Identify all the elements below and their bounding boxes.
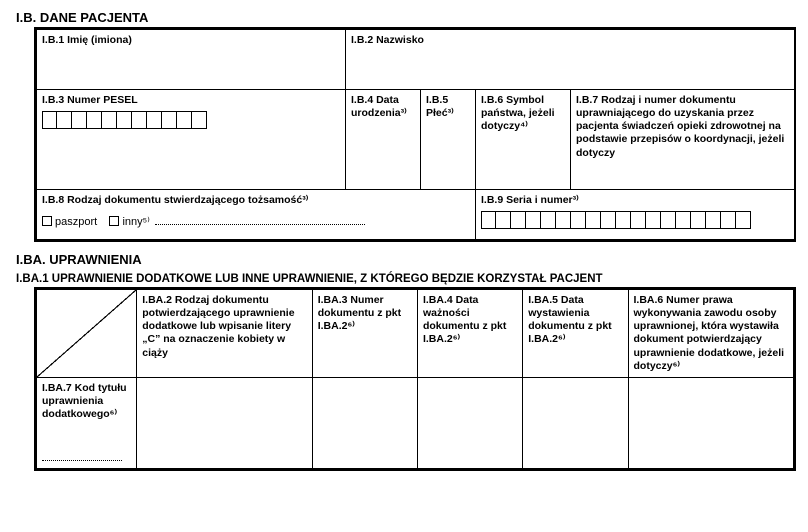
cell-iba4-val[interactable] [417, 377, 522, 468]
label-ib2: I.B.2 Nazwisko [351, 34, 790, 47]
iba-sub: I.BA.1 UPRAWNIENIE DODATKOWE LUB INNE UP… [16, 273, 796, 285]
label-iba6: I.BA.6 Numer prawa wykonywania zawodu os… [634, 294, 789, 373]
cell-iba3-val[interactable] [312, 377, 417, 468]
cell-iba6-val[interactable] [628, 377, 794, 468]
iba-title: I.BA. UPRAWNIENIA [16, 252, 796, 267]
cell-diag [37, 290, 137, 378]
pesel-boxes[interactable] [42, 111, 207, 129]
cell-ib5[interactable]: I.B.5 Płeć³⁾ [421, 90, 476, 190]
opt-inny: inny⁵⁾ [122, 216, 149, 228]
ib8-options: paszport inny⁵⁾ [42, 215, 470, 228]
iba-table: I.BA.2 Rodzaj dokumentu potwierdzającego… [36, 289, 794, 469]
label-ib8: I.B.8 Rodzaj dokumentu stwierdzającego t… [42, 194, 470, 207]
label-ib1: I.B.1 Imię (imiona) [42, 34, 340, 47]
label-ib6: I.B.6 Symbol państwa, jeżeli dotyczy⁴⁾ [481, 94, 565, 133]
cell-ib3[interactable]: I.B.3 Numer PESEL [37, 90, 346, 190]
label-ib7: I.B.7 Rodzaj i numer dokumentu uprawniaj… [576, 94, 790, 160]
opt-paszport: paszport [55, 216, 97, 228]
cell-ib9[interactable]: I.B.9 Seria i numer³⁾ [476, 190, 796, 240]
iba-box: I.BA.2 Rodzaj dokumentu potwierdzającego… [34, 287, 796, 471]
label-iba4: I.BA.4 Data ważności dokumentu z pkt I.B… [423, 294, 517, 347]
cell-iba2-val[interactable] [137, 377, 312, 468]
cell-iba4: I.BA.4 Data ważności dokumentu z pkt I.B… [417, 290, 522, 378]
cell-iba3: I.BA.3 Numer dokumentu z pkt I.BA.2⁶⁾ [312, 290, 417, 378]
cell-ib6[interactable]: I.B.6 Symbol państwa, jeżeli dotyczy⁴⁾ [476, 90, 571, 190]
label-iba5: I.BA.5 Data wystawienia dokumentu z pkt … [528, 294, 622, 347]
serial-boxes[interactable] [481, 211, 751, 229]
label-ib3: I.B.3 Numer PESEL [42, 94, 340, 107]
cell-iba7[interactable]: I.BA.7 Kod tytułu uprawnienia dodatkoweg… [37, 377, 137, 468]
cell-ib7[interactable]: I.B.7 Rodzaj i numer dokumentu uprawniaj… [571, 90, 796, 190]
checkbox-paszport[interactable] [42, 216, 52, 226]
cell-iba5: I.BA.5 Data wystawienia dokumentu z pkt … [523, 290, 628, 378]
label-ib5: I.B.5 Płeć³⁾ [426, 94, 470, 120]
ib-box: I.B.1 Imię (imiona) I.B.2 Nazwisko I.B.3… [34, 27, 796, 242]
checkbox-inny[interactable] [109, 216, 119, 226]
cell-iba6: I.BA.6 Numer prawa wykonywania zawodu os… [628, 290, 794, 378]
cell-ib2[interactable]: I.B.2 Nazwisko [346, 30, 796, 90]
label-ib4: I.B.4 Data urodzenia³⁾ [351, 94, 415, 120]
cell-ib4[interactable]: I.B.4 Data urodzenia³⁾ [346, 90, 421, 190]
label-iba2: I.BA.2 Rodzaj dokumentu potwierdzającego… [142, 294, 306, 360]
ib-table: I.B.1 Imię (imiona) I.B.2 Nazwisko I.B.3… [36, 29, 796, 240]
label-iba7: I.BA.7 Kod tytułu uprawnienia dodatkoweg… [42, 382, 131, 421]
label-ib9: I.B.9 Seria i numer³⁾ [481, 194, 790, 207]
iba7-dotline[interactable] [42, 451, 122, 461]
ib-title: I.B. DANE PACJENTA [16, 10, 796, 25]
cell-ib8[interactable]: I.B.8 Rodzaj dokumentu stwierdzającego t… [37, 190, 476, 240]
inny-dotline[interactable] [155, 215, 365, 225]
cell-ib1[interactable]: I.B.1 Imię (imiona) [37, 30, 346, 90]
cell-iba5-val[interactable] [523, 377, 628, 468]
cell-iba2: I.BA.2 Rodzaj dokumentu potwierdzającego… [137, 290, 312, 378]
label-iba3: I.BA.3 Numer dokumentu z pkt I.BA.2⁶⁾ [318, 294, 412, 333]
